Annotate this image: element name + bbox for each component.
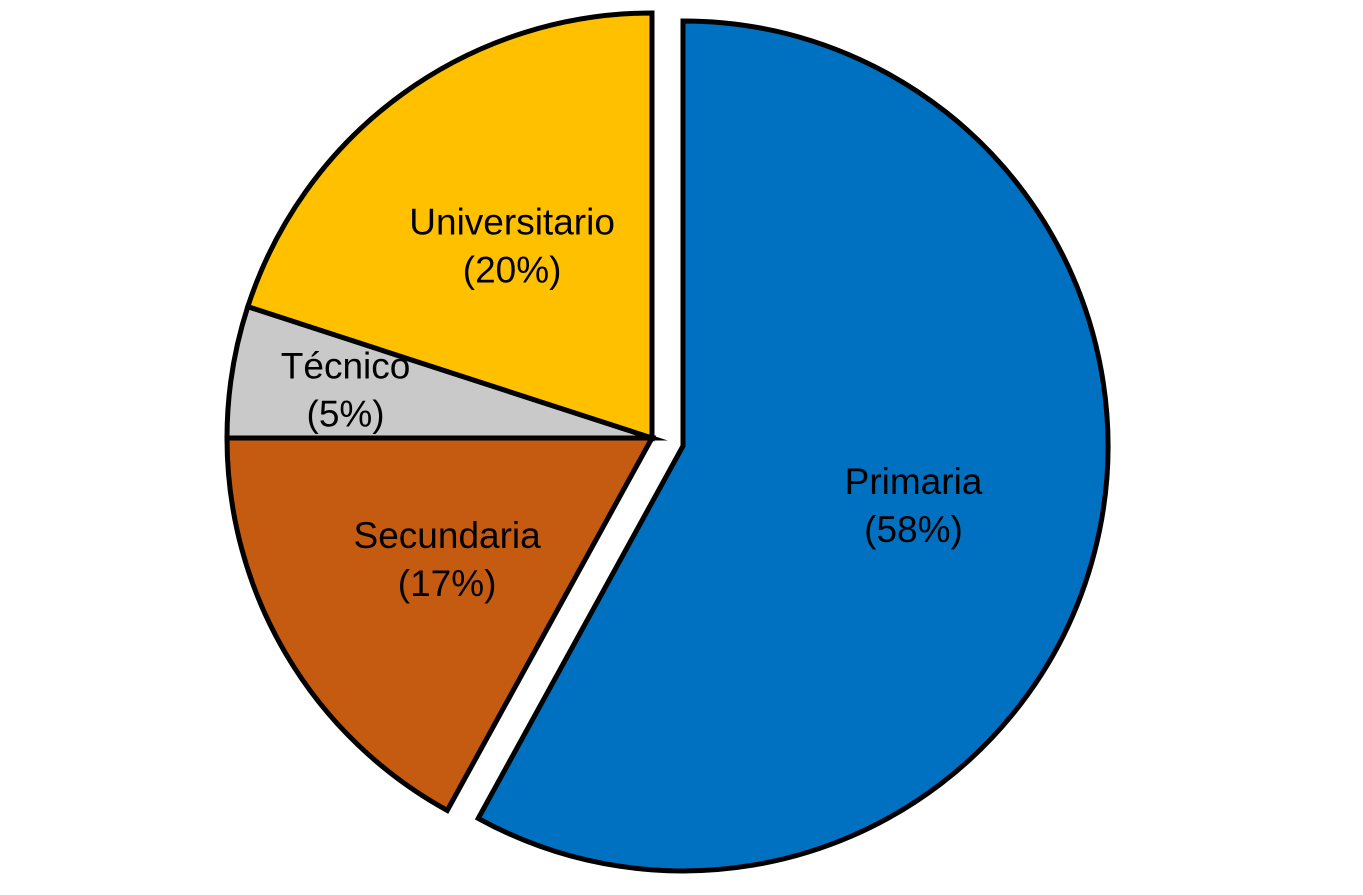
labels-layer: Primaria (58%) Secundaria (17%) Técnico (5%) U…: [281, 201, 983, 604]
slice-primaria-label: Primaria: [845, 461, 983, 502]
slice-universitario-label: Universitario: [409, 201, 615, 242]
slice-tecnico-percent-label: (5%): [307, 393, 385, 434]
slice-primaria-percent-label: (58%): [864, 509, 963, 550]
slices-layer: [224, 10, 1111, 874]
slice-secundaria-percent-label: (17%): [398, 563, 497, 604]
slice-secundaria-label: Secundaria: [354, 515, 542, 556]
slice-primaria: [474, 18, 1111, 874]
slice-universitario-percent-label: (20%): [463, 249, 562, 290]
slice-universitario: [244, 10, 655, 442]
slice-tecnico-label: Técnico: [281, 345, 411, 386]
slice-secundaria: [224, 435, 657, 814]
